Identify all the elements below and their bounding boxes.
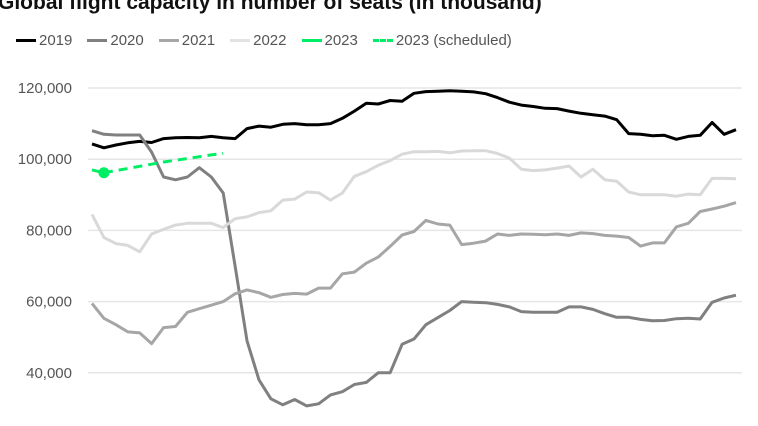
- legend-item: 2019: [16, 32, 72, 49]
- chart-title: Global flight capacity in number of seat…: [0, 0, 542, 14]
- legend-label: 2021: [181, 32, 216, 49]
- legend-item: 2020: [87, 32, 144, 49]
- legend-item: 2021: [158, 32, 216, 49]
- legend-label: 2019: [39, 32, 73, 49]
- legend-swatch: [372, 39, 393, 42]
- legend-label: 2023 (scheduled): [395, 32, 512, 49]
- y-tick-label: 60,000: [26, 294, 72, 311]
- series-line-2023-scheduled: [103, 152, 224, 175]
- legend-swatch: [16, 39, 36, 42]
- y-tick-label: 40,000: [26, 365, 72, 382]
- y-tick-label: 120,000: [18, 80, 72, 97]
- legend-swatch: [87, 39, 108, 42]
- legend-label: 2022: [253, 32, 287, 49]
- series-line-2022: [90, 149, 737, 254]
- legend-label: 2020: [110, 32, 144, 49]
- legend-swatch: [158, 39, 179, 42]
- legend-item: 2023: [301, 32, 358, 49]
- legend-label: 2023: [324, 32, 358, 49]
- legend-item: 2023 (scheduled): [372, 32, 512, 49]
- y-tick-label: 100,000: [18, 151, 72, 168]
- legend-swatch: [301, 39, 322, 42]
- series-line-2020: [91, 129, 737, 408]
- series-line-2019: [91, 89, 737, 150]
- legend: 2019 2020 2021 2022 2023 2023 (scheduled): [16, 32, 512, 49]
- legend-swatch: [230, 39, 251, 42]
- y-tick-label: 80,000: [26, 222, 72, 239]
- series-line-2021: [90, 201, 737, 346]
- legend-item: 2022: [230, 32, 287, 49]
